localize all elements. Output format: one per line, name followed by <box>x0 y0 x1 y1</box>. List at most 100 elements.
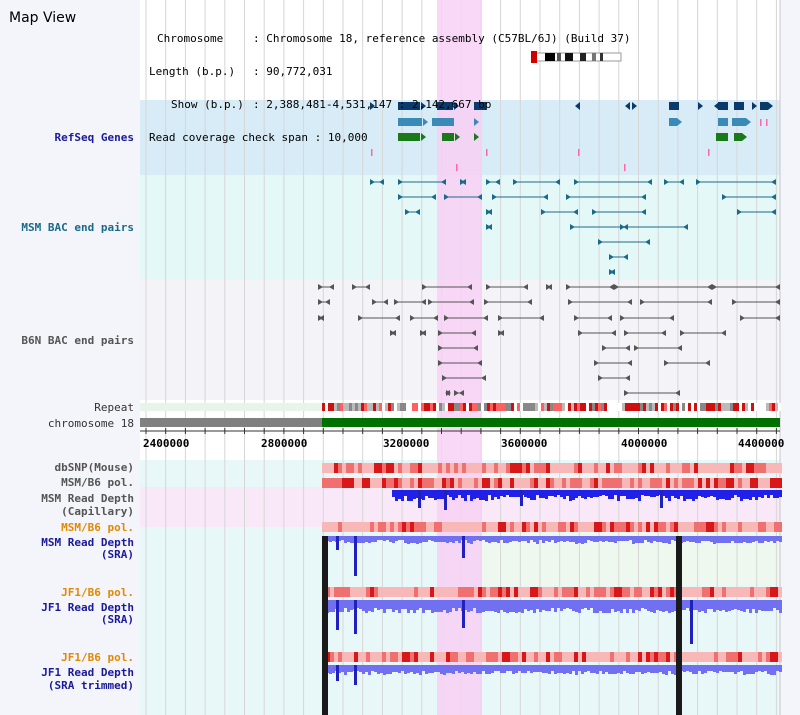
track-label-dbsnp[interactable]: dbSNP(Mouse) <box>54 461 134 474</box>
gene-block <box>432 118 454 126</box>
read-depth-bar <box>746 600 749 609</box>
density-cell <box>630 587 634 597</box>
track-label-msm-depth-cap-1[interactable]: MSM Read Depth <box>41 492 134 505</box>
track-label-msm-depth-sra-1[interactable]: MSM Read Depth <box>41 536 134 549</box>
read-depth-bar <box>566 665 569 673</box>
b6n-bac-pair-end <box>527 299 532 305</box>
density-cell <box>422 463 426 473</box>
b6n-bac-pair-end <box>568 299 573 305</box>
track-label-jf1-depth-sra-1[interactable]: JF1 Read Depth <box>41 601 134 614</box>
density-cell <box>614 522 618 532</box>
density-cell <box>686 478 690 488</box>
read-depth-bar <box>563 536 566 542</box>
read-depth-bar <box>401 536 404 540</box>
track-label-refseq[interactable]: RefSeq Genes <box>54 131 134 144</box>
density-cell <box>446 522 450 532</box>
read-depth-bar <box>422 536 425 542</box>
read-depth-bar <box>464 600 467 610</box>
density-cell <box>418 478 422 488</box>
read-depth-bar <box>653 665 656 673</box>
repeat-element <box>751 403 754 411</box>
read-depth-bar <box>734 665 737 674</box>
msm-bac-pair-end <box>398 194 403 200</box>
read-depth-bar <box>614 536 617 543</box>
density-cell <box>374 478 378 488</box>
read-depth-bar <box>725 665 728 672</box>
track-label-msm-b6-pol-2[interactable]: MSM/B6 pol. <box>61 521 134 534</box>
msm-bac-pair-end <box>641 209 646 215</box>
track-label-jf1-b6-pol-2[interactable]: JF1/B6 pol. <box>61 651 134 664</box>
density-cell <box>610 587 614 597</box>
read-depth-bar <box>329 600 332 612</box>
track-label-jf1-depth-trim-2: (SRA trimmed) <box>47 679 134 692</box>
msm-bac-pair-end <box>513 179 518 185</box>
msm-bac-pair-end <box>645 239 650 245</box>
repeat-element <box>637 403 640 411</box>
density-cell <box>430 463 434 473</box>
density-cell <box>710 652 714 662</box>
b6n-bac-pair-end <box>469 299 474 305</box>
density-cell <box>570 478 574 488</box>
density-cell <box>458 463 462 473</box>
track-label-b6n-bac[interactable]: B6N BAC end pairs <box>21 334 134 347</box>
read-depth-bar <box>401 490 404 501</box>
density-cell <box>742 522 746 532</box>
density-cell <box>566 478 570 488</box>
read-depth-bar <box>542 600 545 610</box>
repeat-element <box>550 403 553 411</box>
track-label-repeat[interactable]: Repeat <box>94 401 134 414</box>
density-cell <box>506 587 510 597</box>
read-depth-bar <box>767 600 770 611</box>
track-label-chromosome[interactable]: chromosome 18 <box>47 417 134 430</box>
read-depth-bar <box>590 600 593 608</box>
read-depth-bar <box>755 600 758 613</box>
density-cell <box>710 587 714 597</box>
track-label-msm-bac[interactable]: MSM BAC end pairs <box>21 221 134 234</box>
repeat-element <box>370 403 373 411</box>
b6n-bac-pair-end <box>428 299 433 305</box>
repeat-element <box>652 403 655 411</box>
b6n-bac-pair-end <box>459 390 464 396</box>
density-cell <box>406 463 410 473</box>
b6n-bac-pair-end <box>410 315 415 321</box>
read-depth-bar <box>548 536 551 542</box>
read-depth-bar <box>527 490 530 498</box>
density-cell <box>450 463 454 473</box>
density-cell <box>434 587 438 597</box>
density-cell <box>522 478 526 488</box>
read-depth-bar <box>425 490 428 496</box>
read-depth-bar <box>482 490 485 500</box>
read-depth-bar <box>428 600 431 610</box>
read-depth-bar <box>497 536 500 543</box>
repeat-element <box>358 403 361 411</box>
density-cell <box>654 463 658 473</box>
gene-block <box>442 133 454 141</box>
density-cell <box>386 522 390 532</box>
track-label-jf1-depth-trim-1[interactable]: JF1 Read Depth <box>41 666 134 679</box>
track-label-jf1-b6-pol-1[interactable]: JF1/B6 pol. <box>61 586 134 599</box>
density-cell <box>610 522 614 532</box>
density-cell <box>730 587 734 597</box>
b6n-bac-pair-end <box>677 345 682 351</box>
gene-arrow <box>752 102 757 110</box>
repeat-element <box>661 403 664 411</box>
gene-mark <box>624 164 626 171</box>
read-depth-bar <box>647 536 650 542</box>
density-cell <box>330 478 334 488</box>
density-cell <box>582 652 586 662</box>
density-cell <box>654 587 658 597</box>
density-cell <box>686 587 690 597</box>
track-label-msm-b6-pol-1[interactable]: MSM/B6 pol. <box>61 476 134 489</box>
read-depth-bar <box>482 536 485 540</box>
density-cell <box>746 652 750 662</box>
read-depth-bar <box>686 665 689 671</box>
read-depth-bar <box>713 490 716 497</box>
repeat-element <box>742 403 745 411</box>
density-cell <box>382 478 386 488</box>
read-depth-bar <box>410 600 413 610</box>
density-cell <box>474 478 478 488</box>
b6n-bac-pair-end <box>444 315 449 321</box>
repeat-element <box>580 403 583 411</box>
read-depth-bar <box>458 536 461 543</box>
